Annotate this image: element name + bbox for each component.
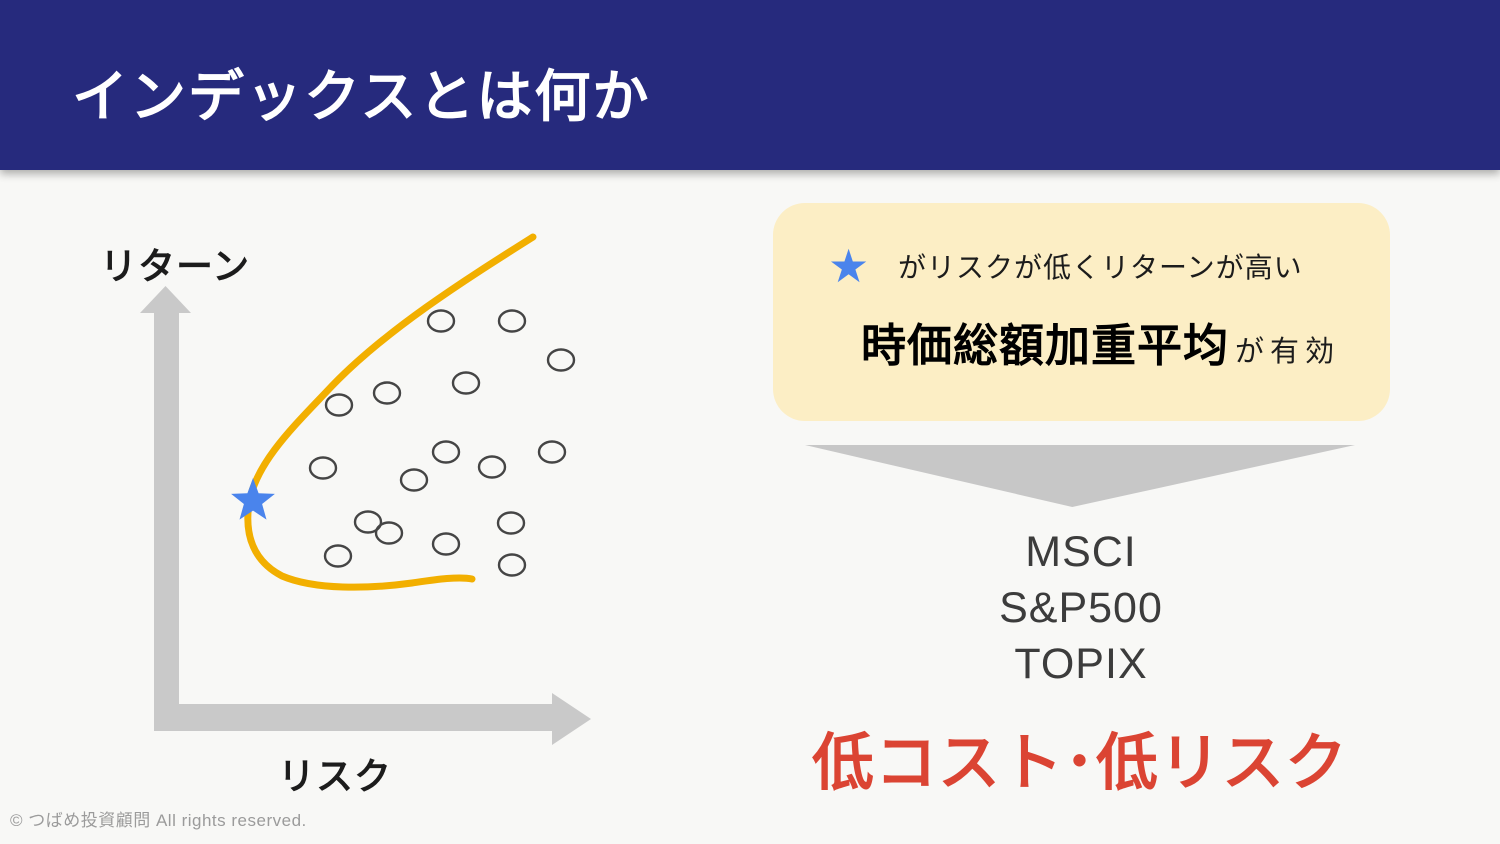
scatter-point (308, 456, 338, 480)
slide-title: インデックスとは何か (72, 65, 651, 128)
y-axis-arrow (140, 286, 191, 731)
y-axis-label: リターン (100, 246, 251, 287)
slide-header: インデックスとは何か (0, 0, 1500, 170)
star-icon: ★ (828, 240, 870, 292)
scatter-point (477, 455, 507, 479)
footer-copyright: © つばめ投資顧問 All rights reserved. (10, 811, 307, 830)
efficient-frontier-curve (244, 233, 537, 591)
scatter-point (451, 371, 481, 395)
scatter-points (308, 309, 576, 577)
scatter-point (426, 309, 456, 333)
scatter-point (374, 521, 404, 545)
scatter-point (497, 553, 527, 577)
callout-term-suffix: が有効 (1235, 336, 1341, 368)
scatter-point (497, 309, 527, 333)
scatter-point (496, 511, 526, 535)
scatter-point (431, 532, 461, 556)
scatter-point (324, 393, 354, 417)
highlight-text: 低コスト･低リスク (811, 729, 1348, 798)
callout-box: ★ がリスクが低くリターンが高い 時価総額加重平均 が有効 (773, 203, 1390, 421)
callout-line1: ★ がリスクが低くリターンが高い (828, 239, 1390, 293)
scatter-point (546, 348, 576, 372)
scatter-point (431, 440, 461, 464)
scatter-point (323, 544, 353, 568)
index-item-sp500: S&P500 (999, 584, 1163, 632)
scatter-point (537, 440, 567, 464)
x-axis-arrow (154, 693, 591, 745)
x-axis-label: リスク (278, 756, 392, 797)
optimal-point-star (231, 478, 275, 520)
callout-line2: 時価総額加重平均 が有効 (861, 309, 1390, 374)
scatter-point (353, 510, 383, 534)
callout-term: 時価総額加重平均 (861, 320, 1230, 371)
index-item-msci: MSCI (1025, 528, 1137, 576)
scatter-point (399, 468, 429, 492)
scatter-point (372, 381, 402, 405)
index-item-topix: TOPIX (1014, 640, 1148, 688)
callout-line1-text: がリスクが低くリターンが高い (898, 252, 1303, 283)
index-list: MSCI S&P500 TOPIX (806, 524, 1356, 692)
